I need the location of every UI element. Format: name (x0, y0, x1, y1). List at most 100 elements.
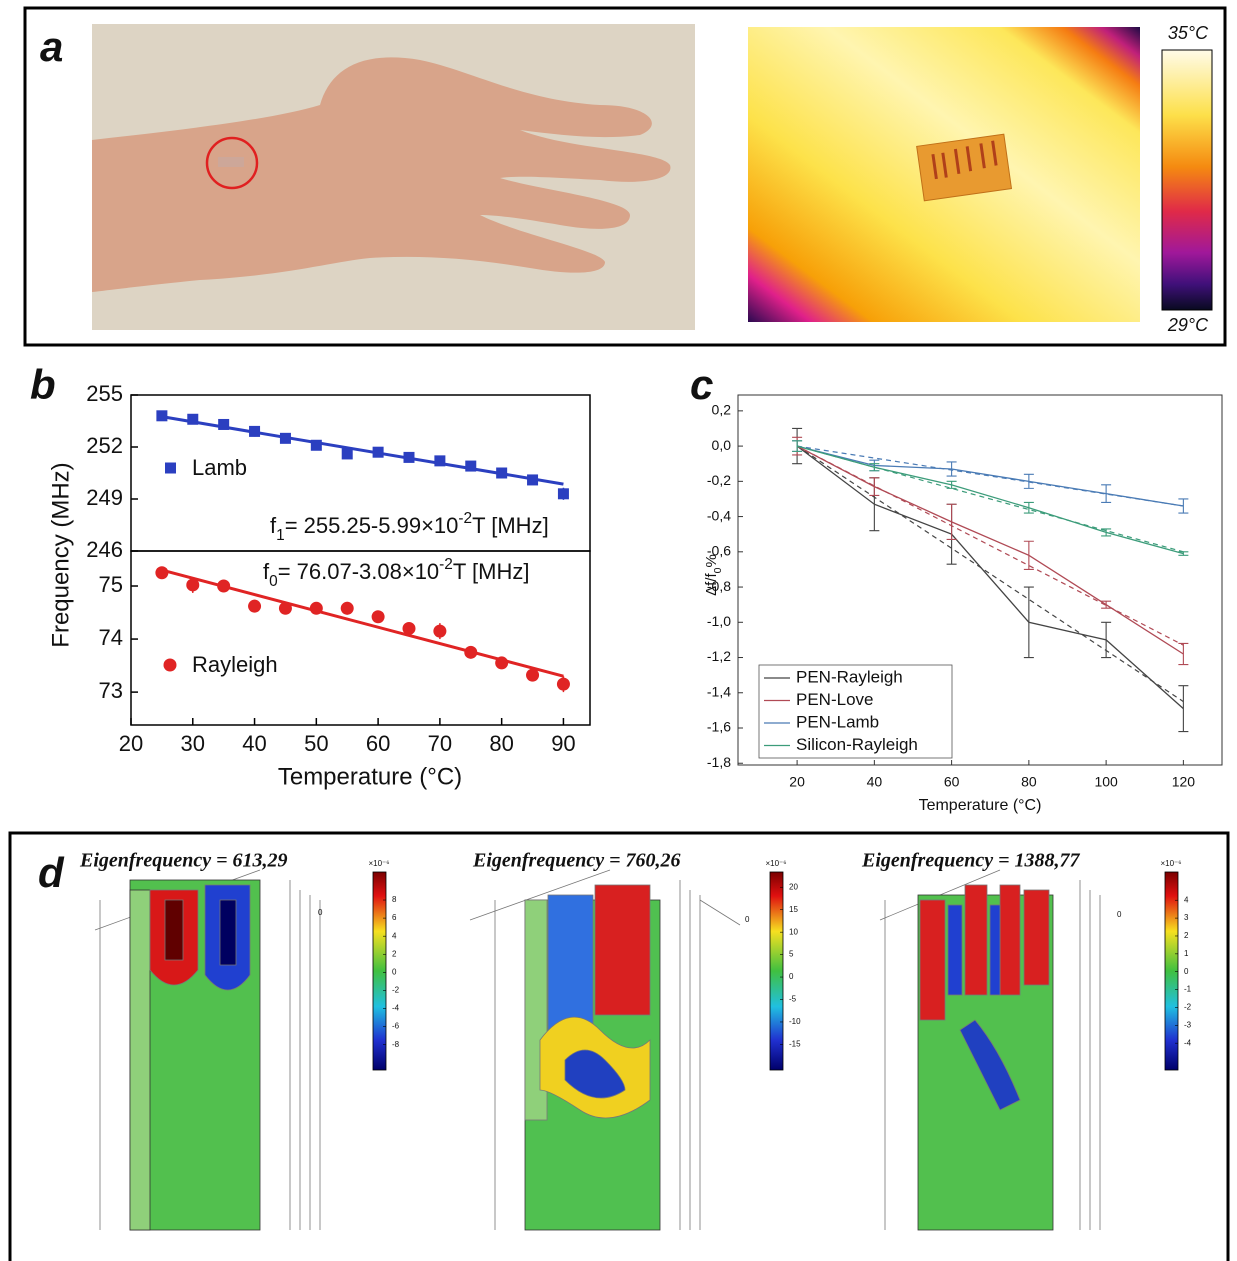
colorbar-max-label: 35°C (1168, 23, 1209, 43)
marker (496, 468, 507, 479)
equation-part: 0 (269, 573, 278, 590)
plot-frame (738, 395, 1222, 765)
marker (342, 448, 353, 459)
colorbar-tick-label: -8 (392, 1040, 400, 1049)
y-tick-label: 75 (99, 572, 123, 597)
y-axis-label: Frequency (MHz) (47, 462, 74, 647)
colorbar-tick-label: 5 (789, 950, 794, 959)
marker (558, 488, 569, 499)
colorbar (373, 872, 386, 1070)
simulation-title: Eigenfrequency = 1388,77 (861, 850, 1080, 872)
marker (217, 580, 230, 593)
equation-part: -2 (439, 556, 453, 573)
x-tick-label: 40 (867, 774, 883, 790)
marker (557, 678, 570, 691)
hand-photo (92, 24, 695, 330)
error-bar (1024, 541, 1034, 569)
colorbar (1165, 872, 1178, 1070)
legend-label: Rayleigh (192, 652, 278, 677)
legend-marker (165, 463, 176, 474)
y-tick-label: 0,2 (712, 402, 732, 418)
y-tick-label: -1,0 (707, 613, 731, 629)
equation-part: T [MHz] (472, 513, 549, 538)
marker (372, 610, 385, 623)
marker (373, 447, 384, 458)
colorbar-tick-label: 0 (789, 972, 794, 981)
x-tick-label: 70 (428, 731, 452, 756)
simulation-title: Eigenfrequency = 760,26 (472, 850, 681, 872)
y-tick-label: -1,8 (707, 754, 731, 770)
colorbar-tick-label: 1 (1184, 949, 1189, 958)
colorbar-tick-label: -4 (1184, 1038, 1192, 1047)
y-tick-label: 246 (86, 537, 123, 562)
x-tick-label: 80 (489, 731, 513, 756)
error-bar (1101, 622, 1111, 657)
colorbar-exponent: ×10⁻⁶ (1160, 859, 1181, 868)
legend-marker (164, 659, 177, 672)
colorbar-min-label: 29°C (1167, 315, 1209, 335)
marker (310, 602, 323, 615)
marker (433, 625, 446, 638)
equation-part: 1 (276, 527, 285, 544)
colorbar (770, 872, 783, 1070)
marker (280, 433, 291, 444)
error-bar (1178, 552, 1188, 556)
panel-label: a (40, 23, 63, 70)
equation: f1= 255.25-5.99×10-2T [MHz] (270, 510, 549, 544)
y-axis-label-part: % (703, 554, 720, 567)
colorbar-tick-label: -2 (392, 986, 400, 995)
x-tick-label: 80 (1021, 774, 1037, 790)
x-tick-label: 120 (1172, 774, 1196, 790)
panel-label: c (690, 361, 713, 408)
colorbar-tick-label: -5 (789, 995, 797, 1004)
error-bar (947, 504, 957, 539)
x-axis-label: Temperature (°C) (919, 797, 1042, 814)
equation-part: -2 (458, 510, 472, 527)
colorbar-tick-label: -4 (392, 1004, 400, 1013)
colorbar-tick-label: 4 (392, 931, 397, 940)
colorbar-tick-label: -15 (789, 1040, 801, 1049)
colorbar-tick-label: 15 (789, 905, 798, 914)
y-tick-label: -0,4 (707, 507, 731, 523)
y-tick-label: 252 (86, 433, 123, 458)
panel-label: b (30, 361, 56, 408)
x-tick-label: 40 (242, 731, 266, 756)
marker (156, 410, 167, 421)
colorbar-tick-label: -3 (1184, 1020, 1192, 1029)
colorbar-tick-label: 20 (789, 882, 798, 891)
simulation-render (95, 870, 1100, 1230)
series-line (797, 446, 1183, 654)
y-tick-label: 249 (86, 485, 123, 510)
marker (527, 474, 538, 485)
marker (249, 426, 260, 437)
marker (218, 419, 229, 430)
x-tick-label: 20 (789, 774, 805, 790)
y-tick-label: -0,2 (707, 472, 731, 488)
axis-label: 0 (318, 908, 323, 917)
marker (526, 669, 539, 682)
thermal-image (748, 27, 1212, 322)
colorbar-tick-label: 8 (392, 895, 397, 904)
axis-label: 0 (1117, 910, 1122, 919)
marker (434, 455, 445, 466)
series-line (797, 446, 1183, 553)
x-axis-label: Temperature (°C) (278, 763, 462, 790)
legend-label: PEN-Lamb (796, 712, 879, 731)
colorbar-exponent: ×10⁻⁶ (368, 859, 389, 868)
marker (495, 656, 508, 669)
colorbar-tick-label: 3 (1184, 913, 1189, 922)
colorbar-tick-label: 0 (392, 967, 397, 976)
y-axis-label-part: Δf/f (703, 573, 720, 596)
y-tick-label: -1,6 (707, 719, 731, 735)
colorbar-tick-label: 6 (392, 913, 397, 922)
colorbar-tick-label: 10 (789, 927, 798, 936)
colorbar-tick-label: 2 (1184, 931, 1189, 940)
marker (341, 602, 354, 615)
x-tick-label: 50 (304, 731, 328, 756)
marker (279, 602, 292, 615)
marker (155, 566, 168, 579)
y-tick-label: 74 (99, 625, 123, 650)
error-bar (869, 478, 879, 496)
y-tick-label: -1,2 (707, 648, 731, 664)
x-tick-label: 90 (551, 731, 575, 756)
